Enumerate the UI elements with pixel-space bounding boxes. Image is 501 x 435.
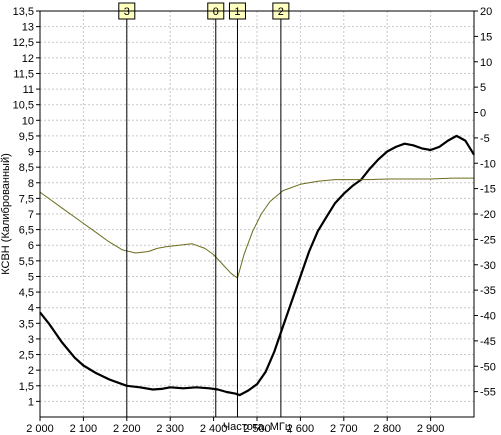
- x-tick-label: 2 000: [26, 423, 54, 435]
- y-right-tick-label: 0: [480, 108, 486, 120]
- series-line-2: [39, 177, 474, 279]
- marker-label-1: 1: [234, 6, 240, 18]
- y-right-tick-label: -25: [480, 234, 496, 246]
- x-tick-label: 2 500: [243, 423, 271, 435]
- y-right-tick-label: -50: [480, 361, 496, 373]
- y-left-tick-label: 3: [28, 334, 34, 346]
- y-right-tick-label: -35: [480, 285, 496, 297]
- y-right-tick-label: 20: [480, 6, 492, 18]
- y-left-tick-label: 1: [28, 396, 34, 408]
- x-tick-label: 2 200: [113, 423, 141, 435]
- x-tick-label: 2 600: [287, 423, 315, 435]
- y-right-tick-label: -45: [480, 336, 496, 348]
- y-left-tick-label: 11,5: [13, 68, 34, 80]
- y-left-tick-label: 4: [28, 303, 34, 315]
- y-right-tick-label: -20: [480, 209, 496, 221]
- marker-label-0: 0: [213, 6, 219, 18]
- y-left-tick-label: 9,5: [19, 131, 34, 143]
- x-tick-label: 2 300: [156, 423, 184, 435]
- y-right-tick-label: -55: [480, 387, 496, 399]
- y-left-tick-label: 5,5: [19, 256, 34, 268]
- y-right-tick-label: -30: [480, 260, 496, 272]
- y-left-tick-label: 5: [28, 271, 34, 283]
- marker-label-3: 3: [124, 6, 130, 18]
- y-right-tick-label: 10: [480, 57, 492, 69]
- x-tick-label: 2 700: [330, 423, 358, 435]
- y-left-tick-label: 2,5: [19, 350, 34, 362]
- y-left-tick-label: 12,5: [13, 37, 34, 49]
- y-left-tick-label: 13,5: [13, 6, 34, 18]
- y-left-tick-label: 1,5: [19, 381, 34, 393]
- y-left-tick-label: 8,5: [19, 162, 34, 174]
- y-axis-title: КСВН (Калиброванный): [0, 153, 12, 275]
- y-right-tick-label: -15: [480, 184, 496, 196]
- y-left-tick-label: 4,5: [19, 287, 34, 299]
- y-left-tick-label: 13: [22, 22, 34, 34]
- y-left-tick-label: 10,5: [13, 100, 34, 112]
- y-left-tick-label: 6: [28, 240, 34, 252]
- y-right-tick-label: -10: [480, 158, 496, 170]
- x-tick-label: 2 800: [373, 423, 401, 435]
- y-left-tick-label: 6,5: [19, 225, 34, 237]
- marker-label-2: 2: [278, 6, 284, 18]
- x-tick-label: 2 400: [200, 423, 228, 435]
- y-left-tick-label: 9: [28, 147, 34, 159]
- y-right-axis-ticks: 20 15 10 5 0 -5 -10 -15 -20 -25 -30 -35 -40 -45 -50 -55: [474, 6, 496, 399]
- y-left-tick-label: 7: [28, 209, 34, 221]
- x-axis-ticks: 2 000 2 100 2 200 2 300 2 400 2 500 2 600 2 700…: [26, 417, 444, 435]
- y-right-tick-label: 15: [480, 31, 492, 43]
- y-right-tick-label: -5: [480, 133, 490, 145]
- series-line-1: [39, 134, 475, 397]
- y-left-tick-label: 8: [28, 178, 34, 190]
- y-left-tick-label: 10: [22, 115, 34, 127]
- x-tick-label: 2 100: [70, 423, 98, 435]
- y-right-tick-label: 5: [480, 82, 486, 94]
- x-axis-title: Частота, МГц: [223, 421, 292, 433]
- y-left-axis-ticks: 11,522,533,544,555,566,577,588,599,51010…: [13, 6, 40, 408]
- y-left-tick-label: 7,5: [19, 193, 34, 205]
- y-left-tick-label: 3,5: [19, 318, 34, 330]
- y-right-tick-label: -40: [480, 311, 496, 323]
- series-lines: [39, 134, 475, 397]
- x-tick-label: 2 900: [417, 423, 445, 435]
- y-left-tick-label: 11: [23, 84, 34, 96]
- y-left-tick-label: 2: [28, 365, 34, 377]
- y-left-tick-label: 12: [22, 53, 34, 65]
